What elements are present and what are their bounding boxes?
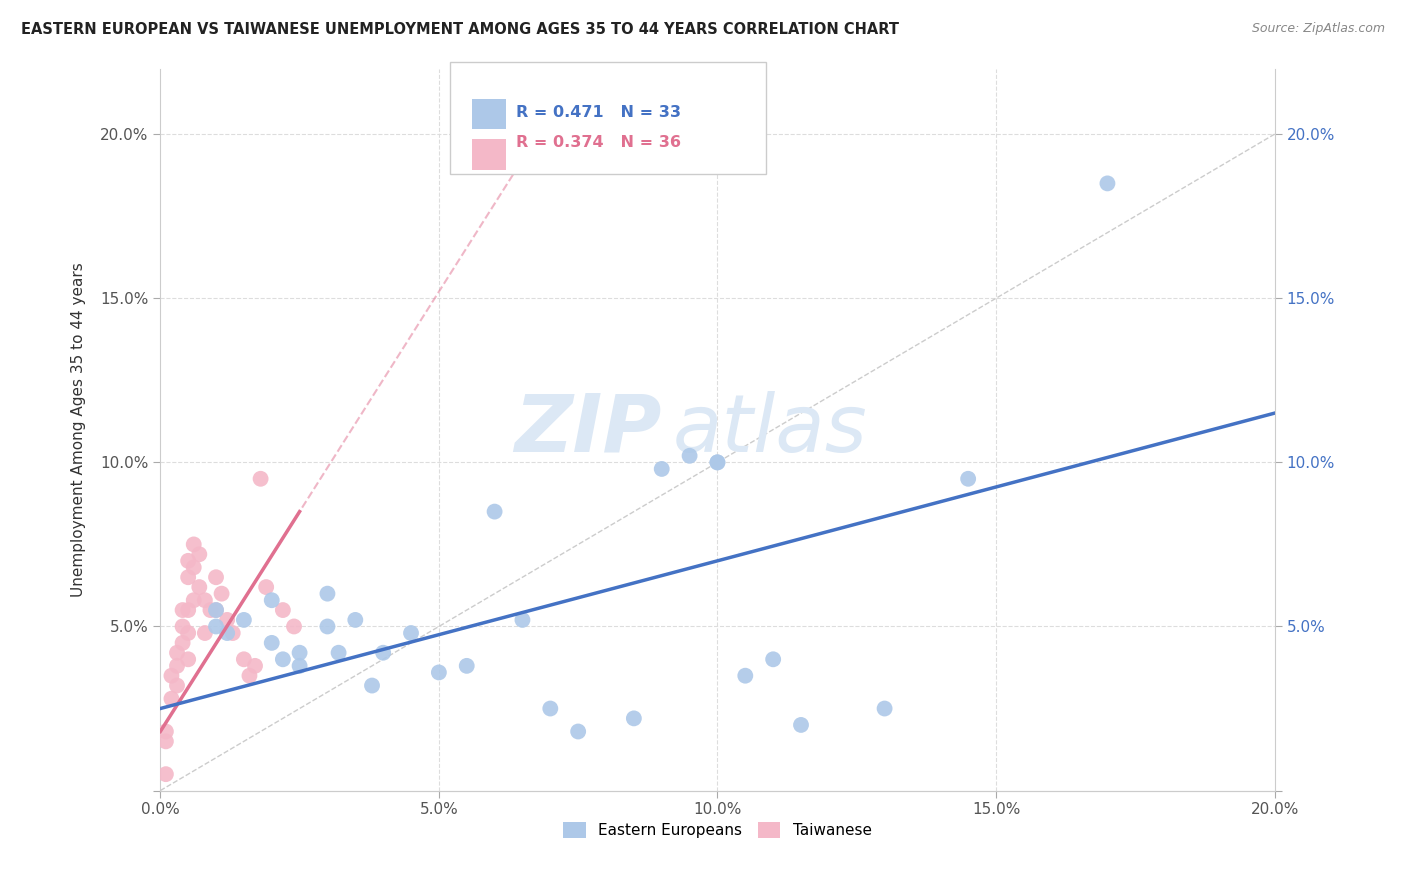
Point <box>373 646 395 660</box>
Point <box>217 626 239 640</box>
Point <box>172 619 194 633</box>
Point <box>211 587 233 601</box>
Point <box>288 658 311 673</box>
Point <box>205 603 228 617</box>
Text: EASTERN EUROPEAN VS TAIWANESE UNEMPLOYMENT AMONG AGES 35 TO 44 YEARS CORRELATION: EASTERN EUROPEAN VS TAIWANESE UNEMPLOYME… <box>21 22 898 37</box>
Point <box>205 619 228 633</box>
Point <box>166 658 188 673</box>
Point <box>271 652 294 666</box>
Point <box>155 734 177 748</box>
Point <box>456 658 478 673</box>
Point <box>238 669 260 683</box>
Point <box>205 570 228 584</box>
Point <box>155 724 177 739</box>
Point <box>177 626 200 640</box>
Point <box>222 626 245 640</box>
Point <box>194 626 217 640</box>
Point <box>183 560 205 574</box>
Point <box>155 767 177 781</box>
Point <box>512 613 534 627</box>
Point <box>177 570 200 584</box>
Point <box>160 691 183 706</box>
Point <box>183 593 205 607</box>
Text: ZIP: ZIP <box>515 391 662 468</box>
Point <box>651 462 673 476</box>
Point <box>166 679 188 693</box>
Point <box>623 711 645 725</box>
Point <box>567 724 589 739</box>
Point <box>328 646 350 660</box>
Point <box>188 547 211 561</box>
Point <box>538 701 561 715</box>
Point <box>260 593 283 607</box>
Point <box>427 665 450 680</box>
Point <box>254 580 277 594</box>
Point <box>188 580 211 594</box>
Point <box>160 669 183 683</box>
Point <box>200 603 222 617</box>
Point <box>183 537 205 551</box>
Point <box>706 455 728 469</box>
Point <box>172 603 194 617</box>
Text: R = 0.374   N = 36: R = 0.374 N = 36 <box>516 135 681 150</box>
Text: R = 0.471   N = 33: R = 0.471 N = 33 <box>516 105 681 120</box>
Point <box>232 652 254 666</box>
Point <box>271 603 294 617</box>
Point <box>205 603 228 617</box>
Point <box>344 613 367 627</box>
Point <box>177 652 200 666</box>
Point <box>194 593 217 607</box>
Point <box>288 646 311 660</box>
Point <box>678 449 700 463</box>
Y-axis label: Unemployment Among Ages 35 to 44 years: Unemployment Among Ages 35 to 44 years <box>72 262 86 597</box>
Point <box>399 626 422 640</box>
Point <box>361 679 384 693</box>
Point <box>316 619 339 633</box>
Point <box>177 554 200 568</box>
Point <box>762 652 785 666</box>
Text: Source: ZipAtlas.com: Source: ZipAtlas.com <box>1251 22 1385 36</box>
Point <box>177 603 200 617</box>
Point <box>249 472 271 486</box>
Point <box>172 636 194 650</box>
Legend: Eastern Europeans, Taiwanese: Eastern Europeans, Taiwanese <box>557 816 877 845</box>
Point <box>316 587 339 601</box>
Point <box>166 646 188 660</box>
Point <box>734 669 756 683</box>
Point <box>484 505 506 519</box>
Point <box>790 718 813 732</box>
Point <box>260 636 283 650</box>
Point <box>232 613 254 627</box>
Point <box>957 472 980 486</box>
Point <box>873 701 896 715</box>
Point <box>217 613 239 627</box>
Point <box>1097 177 1119 191</box>
Point <box>706 455 728 469</box>
Point <box>283 619 305 633</box>
Text: atlas: atlas <box>673 391 868 468</box>
Point <box>243 658 266 673</box>
